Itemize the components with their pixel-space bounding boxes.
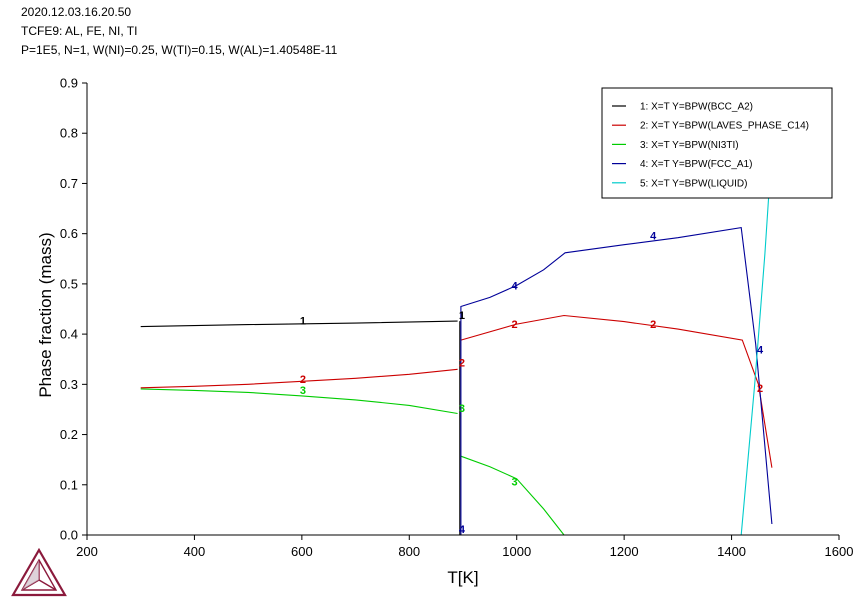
series-3-line-2 xyxy=(460,455,565,535)
series-2-curve-label: 2 xyxy=(512,319,518,331)
series-2-line-1 xyxy=(140,368,458,389)
legend-entry-1: 1: X=T Y=BPW(BCC_A2) xyxy=(640,102,753,113)
series-1-curve-label: 1 xyxy=(459,310,465,322)
y-tick-label: 0.6 xyxy=(60,226,78,241)
x-tick-label: 1000 xyxy=(502,544,531,559)
x-tick-label: 1200 xyxy=(610,544,639,559)
series-4-curve-label: 4 xyxy=(650,231,657,243)
series-2-curve-label: 2 xyxy=(650,319,656,331)
series-3-line-1 xyxy=(140,388,458,415)
series-2-curve-label: 2 xyxy=(459,358,465,370)
y-tick-label: 0.3 xyxy=(60,377,78,392)
series-5-line-1 xyxy=(740,188,770,535)
series-3-curve-label: 3 xyxy=(300,385,306,397)
x-tick-label: 200 xyxy=(76,544,98,559)
series-3-curve-label: 3 xyxy=(512,476,518,488)
series-1-curve-label: 1 xyxy=(300,316,306,328)
legend-entry-5: 5: X=T Y=BPW(LIQUID) xyxy=(640,178,747,189)
header-conditions: P=1E5, N=1, W(NI)=0.25, W(TI)=0.15, W(AL… xyxy=(21,43,338,57)
series-1-line-1 xyxy=(140,320,458,328)
x-tick-label: 600 xyxy=(291,544,313,559)
legend-entry-3: 3: X=T Y=BPW(NI3TI) xyxy=(640,140,739,151)
series-4-curve-label: 4 xyxy=(512,280,519,292)
x-tick-label: 1400 xyxy=(717,544,746,559)
y-tick-label: 0.8 xyxy=(60,126,78,141)
x-tick-label: 800 xyxy=(398,544,420,559)
series-4-line-1 xyxy=(460,226,773,535)
series-4-curve-label: 4 xyxy=(757,345,764,357)
series-4-curve-label: 4 xyxy=(459,524,466,536)
series-lines xyxy=(140,188,773,535)
y-tick-label: 0.2 xyxy=(60,427,78,442)
series-2-curve-label: 2 xyxy=(757,383,763,395)
x-axis-title: T[K] xyxy=(447,568,478,587)
calculation-header: 2020.12.03.16.20.50 TCFE9: AL, FE, NI, T… xyxy=(21,3,337,60)
series-3-curve-label: 3 xyxy=(459,403,465,415)
series-2-curve-label: 2 xyxy=(300,374,306,386)
legend-entry-4: 4: X=T Y=BPW(FCC_A1) xyxy=(640,159,752,170)
y-tick-label: 0.7 xyxy=(60,176,78,191)
y-axis-title: Phase fraction (mass) xyxy=(36,232,55,397)
legend-entry-2: 2: X=T Y=BPW(LAVES_PHASE_C14) xyxy=(640,121,809,132)
y-tick-label: 0.1 xyxy=(60,477,78,492)
header-timestamp: 2020.12.03.16.20.50 xyxy=(21,5,132,19)
x-tick-label: 400 xyxy=(184,544,206,559)
x-tick-label: 1600 xyxy=(825,544,854,559)
series-2-line-2 xyxy=(460,314,773,468)
legend-box xyxy=(601,87,833,199)
header-database: TCFE9: AL, FE, NI, TI xyxy=(21,24,138,38)
y-tick-label: 0.4 xyxy=(60,327,78,342)
y-tick-label: 0.5 xyxy=(60,276,78,291)
thermo-calc-logo-icon xyxy=(11,548,67,597)
y-tick-label: 0.9 xyxy=(60,76,78,91)
y-tick-label: 0.0 xyxy=(60,528,78,543)
